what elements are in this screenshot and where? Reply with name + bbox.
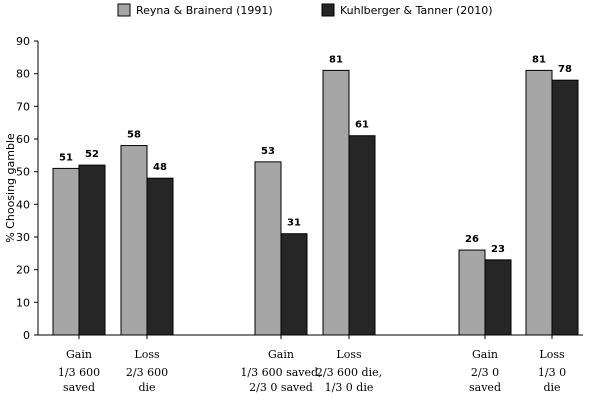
category-sublabel: saved (469, 381, 501, 394)
data-label: 81 (329, 54, 343, 65)
legend: Reyna & Brainerd (1991) Kuhlberger & Tann… (117, 3, 493, 17)
data-label: 53 (261, 146, 275, 157)
category-sublabel: 1/3 0 die (325, 381, 374, 394)
y-tick-label: 90 (16, 35, 30, 48)
bar (551, 79, 579, 336)
category-sublabel: 1/3 600 (58, 366, 100, 379)
bar (525, 69, 553, 336)
y-tick-label: 70 (16, 100, 30, 113)
data-label: 58 (127, 130, 141, 141)
x-axis-labels: Gain 1/3 600 saved Loss 2/3 600 die Gain 1/3 60… (58, 348, 566, 394)
category-label: Gain (472, 348, 498, 361)
category-sublabel: saved (63, 381, 95, 394)
category-sublabel: 1/3 0 (538, 366, 566, 379)
category-label: Loss (539, 348, 565, 361)
bar (78, 164, 106, 336)
legend-swatch (117, 3, 131, 17)
data-label: 81 (532, 54, 546, 65)
y-tick-label: 10 (16, 296, 30, 309)
category-sublabel: die (138, 381, 155, 394)
data-label: 48 (153, 162, 167, 173)
y-tick-label: 0 (23, 329, 30, 342)
data-label: 23 (491, 244, 505, 255)
category-sublabel: die (543, 381, 560, 394)
bar (146, 177, 174, 336)
category-sublabel: 2/3 600 die, (316, 366, 382, 379)
y-tick-label: 20 (16, 264, 30, 277)
y-tick-label: 80 (16, 68, 30, 81)
data-label: 51 (59, 152, 73, 163)
y-tick-label: 30 (16, 231, 30, 244)
y-tick-label: 50 (16, 166, 30, 179)
category-sublabel: 2/3 600 (126, 366, 168, 379)
bar (458, 249, 486, 336)
data-label: 31 (287, 218, 301, 229)
category-label: Gain (66, 348, 92, 361)
category-label: Loss (134, 348, 160, 361)
y-tick-label: 40 (16, 198, 30, 211)
bars: 51 52 58 48 53 31 81 61 26 23 81 78 (52, 54, 579, 339)
legend-label: Kuhlberger & Tanner (2010) (340, 4, 493, 17)
legend-swatch (321, 3, 335, 17)
bar (348, 135, 376, 336)
data-label: 52 (85, 149, 99, 160)
category-label: Gain (268, 348, 294, 361)
legend-label: Reyna & Brainerd (1991) (136, 4, 273, 17)
y-axis: 0 10 20 30 40 50 60 70 80 90 (16, 35, 39, 342)
y-axis-label: % Choosing gamble (4, 133, 17, 243)
bar (52, 167, 80, 336)
bar (120, 145, 148, 336)
data-label: 61 (355, 120, 369, 131)
bar (280, 233, 308, 336)
bar (254, 161, 282, 336)
category-sublabel: 1/3 600 saved, (240, 366, 321, 379)
data-label: 78 (558, 64, 572, 75)
bar (322, 69, 350, 336)
data-label: 26 (465, 234, 479, 245)
y-tick-label: 60 (16, 133, 30, 146)
bar (484, 259, 512, 336)
category-sublabel: 2/3 0 (471, 366, 499, 379)
category-label: Loss (336, 348, 362, 361)
category-sublabel: 2/3 0 saved (249, 381, 313, 394)
